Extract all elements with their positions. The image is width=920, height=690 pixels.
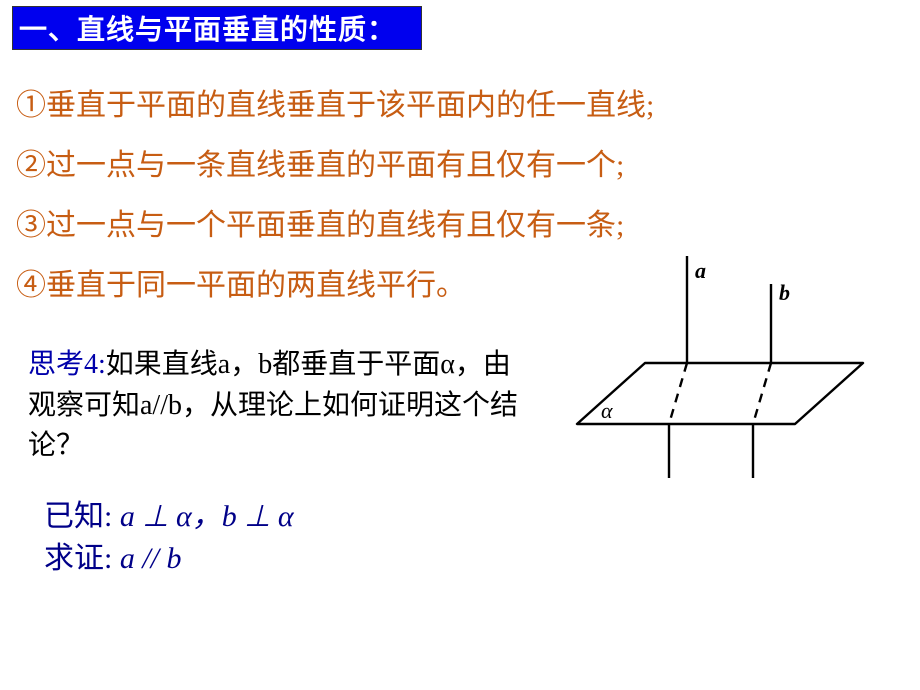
property-4: ④垂直于同一平面的两直线平行。 <box>16 260 466 304</box>
geometry-diagram: a b α <box>555 256 895 490</box>
property-3: ③过一点与一个平面垂直的直线有且仅有一条; <box>16 200 624 244</box>
given-math: a ⊥ α，b ⊥ α <box>120 500 294 533</box>
given-prove-block: 已知: a ⊥ α，b ⊥ α 求证: a // b <box>44 496 294 580</box>
think-question: 思考4:如果直线a，b都垂直于平面α，由观察可知a//b，从理论上如何证明这个结… <box>28 345 538 467</box>
given-line: 已知: a ⊥ α，b ⊥ α <box>44 496 294 538</box>
svg-text:α: α <box>601 398 613 423</box>
prove-math: a // b <box>120 542 182 575</box>
svg-text:a: a <box>695 258 706 283</box>
section-title: 一、直线与平面垂直的性质： <box>19 8 396 48</box>
section-header: 一、直线与平面垂直的性质： <box>12 6 422 50</box>
think-label: 思考4: <box>28 349 106 380</box>
property-1: ①垂直于平面的直线垂直于该平面内的任一直线; <box>16 80 654 124</box>
given-prefix: 已知: <box>44 500 120 533</box>
prove-line: 求证: a // b <box>44 538 294 580</box>
property-2: ②过一点与一条直线垂直的平面有且仅有一个; <box>16 140 624 184</box>
svg-text:b: b <box>779 280 790 305</box>
prove-prefix: 求证: <box>44 542 120 575</box>
